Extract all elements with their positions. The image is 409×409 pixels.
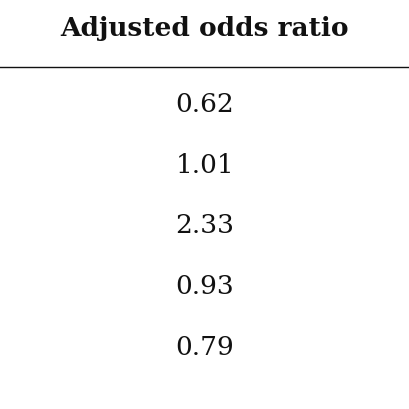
Text: 1.01: 1.01 xyxy=(175,153,234,177)
Text: 0.93: 0.93 xyxy=(175,274,234,298)
Text: 2.33: 2.33 xyxy=(175,213,234,238)
Text: 0.79: 0.79 xyxy=(175,334,234,359)
Text: 0.62: 0.62 xyxy=(175,92,234,117)
Text: Adjusted odds ratio: Adjusted odds ratio xyxy=(61,16,348,41)
